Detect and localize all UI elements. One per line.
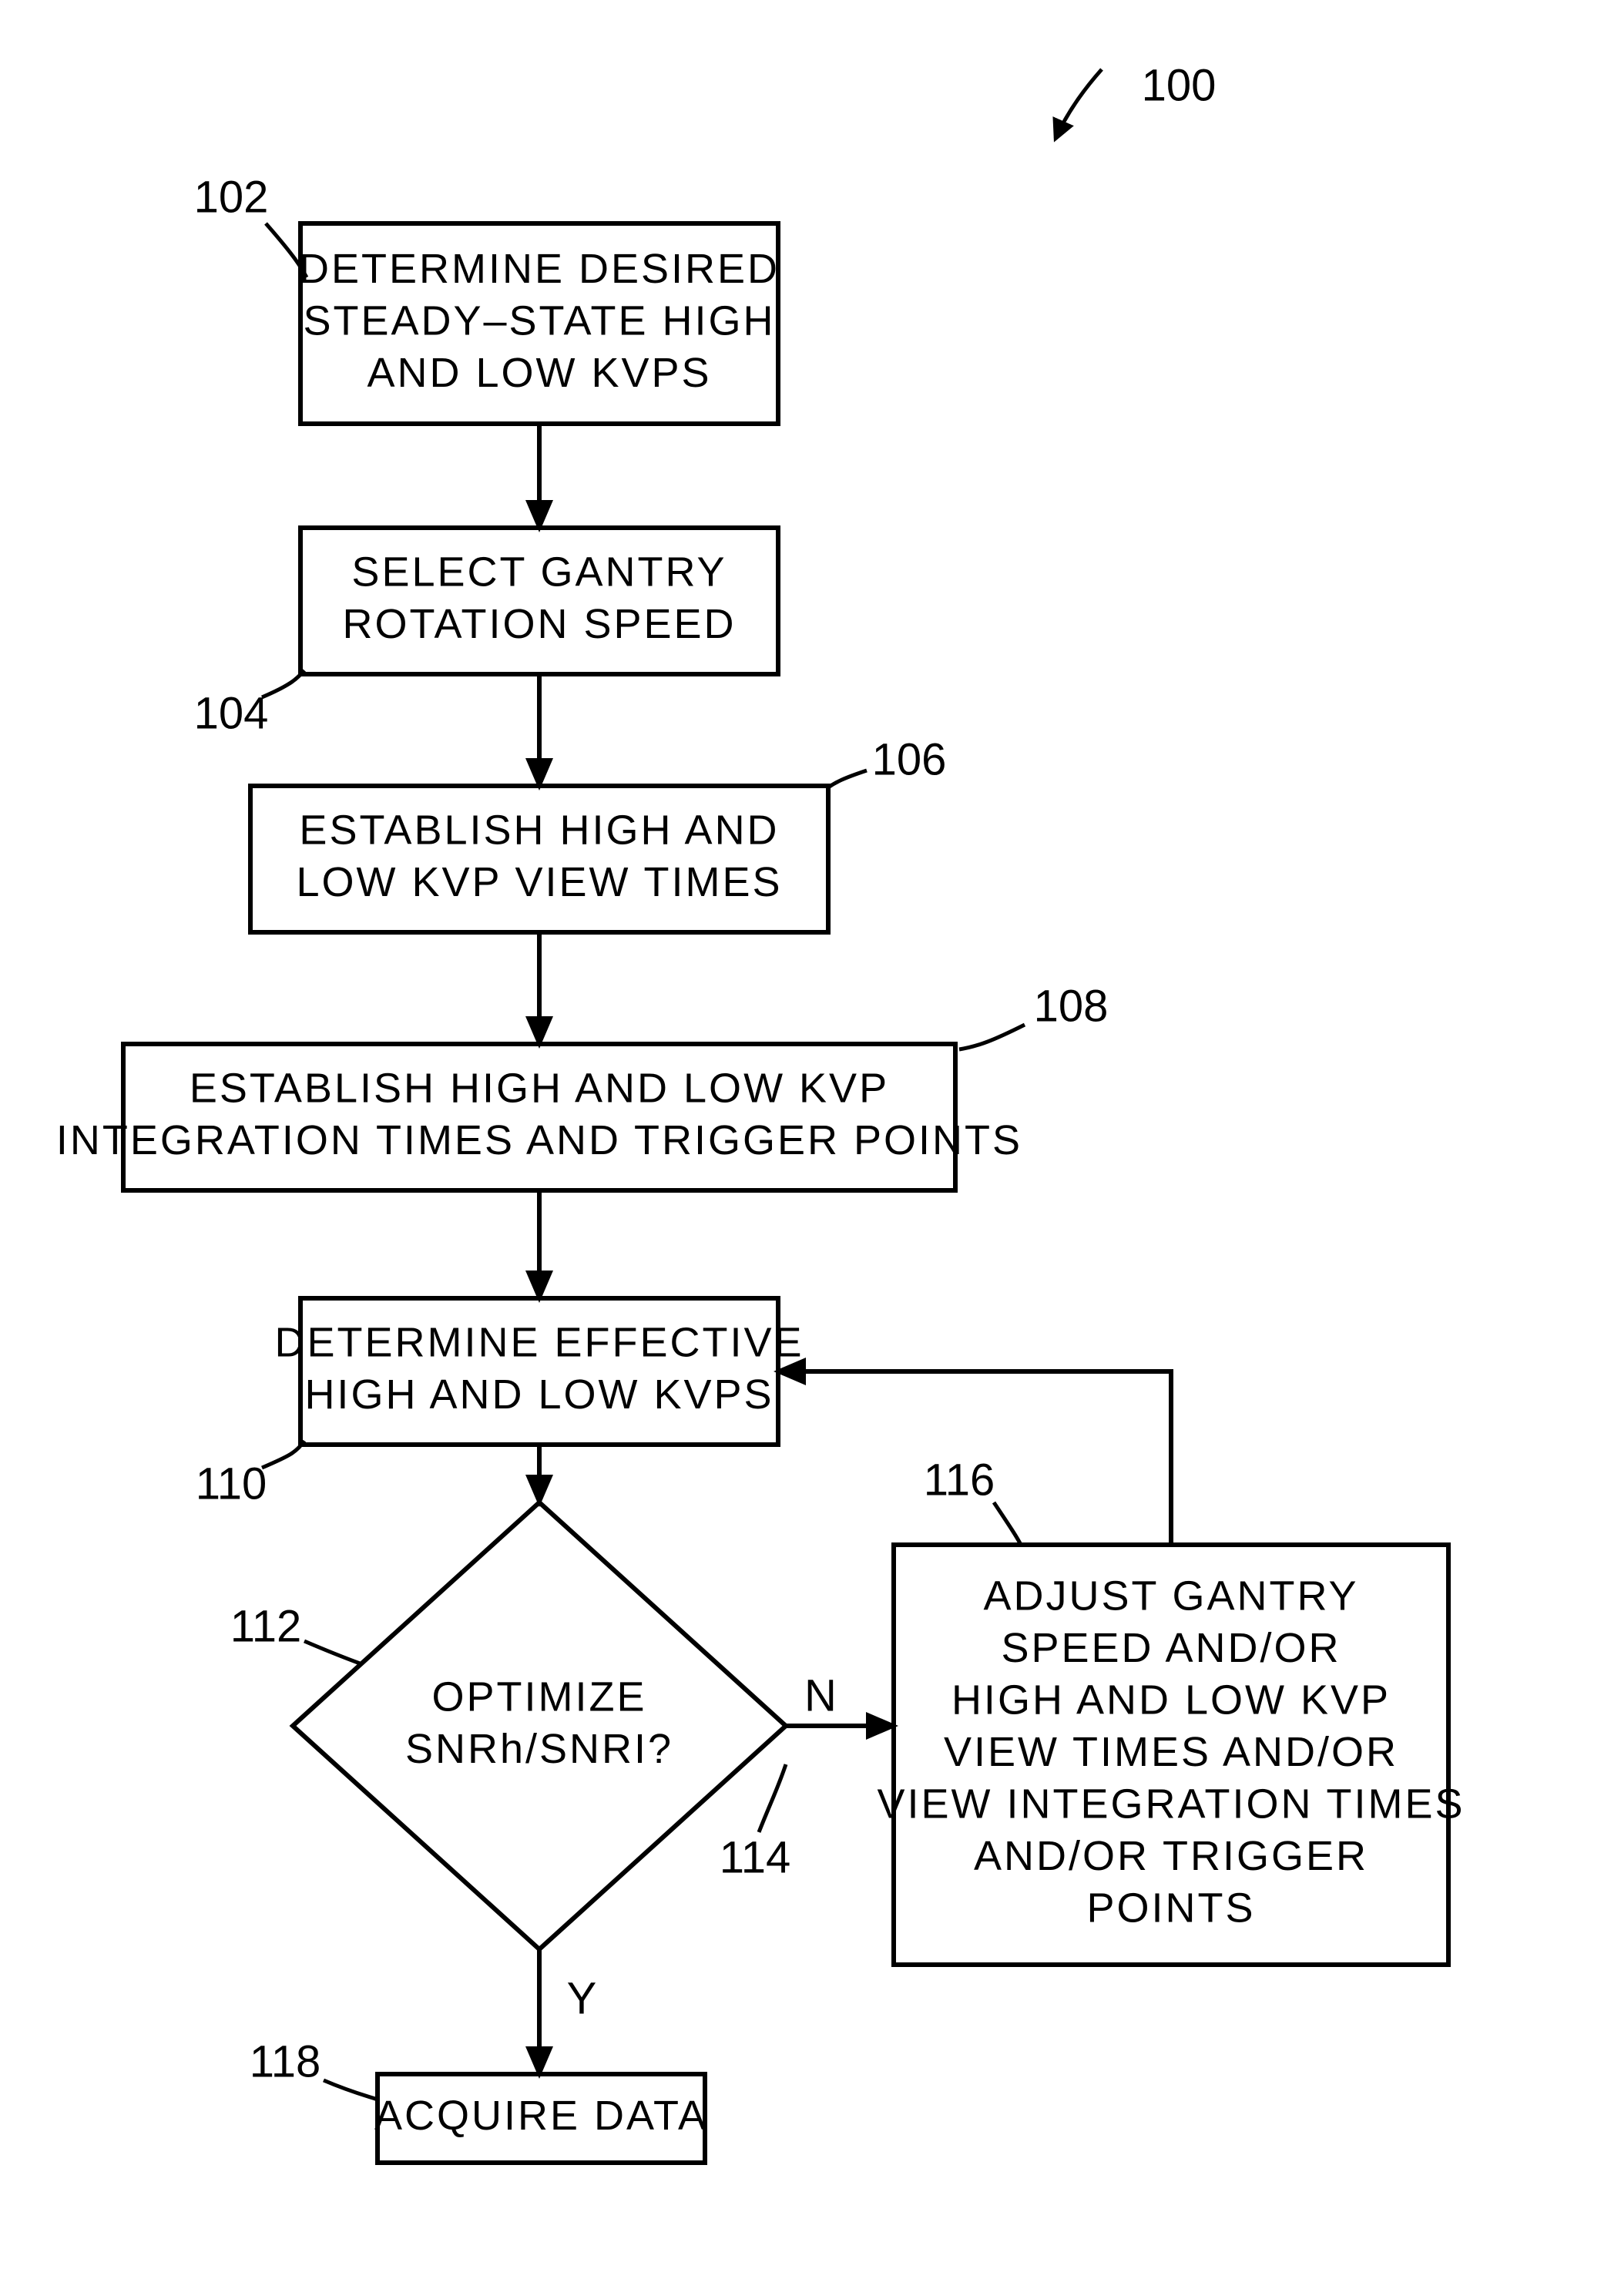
box-b118-line-0: ACQUIRE DATA bbox=[374, 2093, 708, 2139]
ref-108: 108 bbox=[1034, 981, 1109, 1031]
box-b102: DETERMINE DESIRED STEADY–STATE HIGH AND LO… bbox=[194, 172, 780, 424]
branch-Y: Y bbox=[567, 1973, 597, 2023]
ref-118: 118 bbox=[250, 2036, 321, 2086]
box-b108: ESTABLISH HIGH AND LOW KVP INTEGRATION TI… bbox=[56, 981, 1108, 1190]
ref-100: 100 bbox=[1142, 60, 1217, 110]
box-b102-line-0: DETERMINE DESIRED bbox=[299, 246, 780, 292]
box-b106-line-1: LOW KVP VIEW TIMES bbox=[296, 859, 782, 905]
ref-102: 102 bbox=[194, 172, 269, 222]
ref-110: 110 bbox=[196, 1458, 267, 1509]
branch-N: N bbox=[804, 1670, 837, 1720]
box-b108-line-1: INTEGRATION TIMES AND TRIGGER POINTS bbox=[56, 1117, 1022, 1163]
decision-line-1: SNRh/SNRI? bbox=[405, 1726, 673, 1772]
box-b108-line-0: ESTABLISH HIGH AND LOW KVP bbox=[190, 1066, 889, 1112]
box-b110-line-1: HIGH AND LOW KVPS bbox=[304, 1371, 774, 1418]
ref-106: 106 bbox=[872, 734, 947, 784]
box-b118: ACQUIRE DATA 118 bbox=[250, 2036, 708, 2163]
box-b116-line-3: VIEW TIMES AND/OR bbox=[944, 1729, 1398, 1775]
box-b116-line-0: ADJUST GANTRY bbox=[983, 1573, 1358, 1619]
box-b116-line-1: SPEED AND/OR bbox=[1001, 1625, 1341, 1671]
box-b102-line-2: AND LOW KVPS bbox=[367, 350, 711, 396]
box-b110-line-0: DETERMINE EFFECTIVE bbox=[274, 1320, 804, 1366]
box-b110: DETERMINE EFFECTIVE HIGH AND LOW KVPS 110 bbox=[196, 1298, 804, 1509]
box-b102-line-1: STEADY–STATE HIGH bbox=[303, 297, 775, 344]
ref-104: 104 bbox=[194, 688, 269, 738]
decision-112: OPTIMIZE SNRh/SNRI? 112 N Y 114 bbox=[230, 1502, 837, 2023]
ref-114: 114 bbox=[720, 1832, 790, 1882]
box-b104-line-1: ROTATION SPEED bbox=[342, 601, 736, 647]
decision-line-0: OPTIMIZE bbox=[432, 1674, 647, 1720]
box-b106: ESTABLISH HIGH AND LOW KVP VIEW TIMES 106 bbox=[250, 734, 946, 932]
ref-112: 112 bbox=[230, 1601, 301, 1651]
box-b104-line-0: SELECT GANTRY bbox=[351, 549, 727, 596]
box-b116-line-4: VIEW INTEGRATION TIMES bbox=[877, 1781, 1465, 1827]
box-b116-line-6: POINTS bbox=[1086, 1885, 1255, 1931]
box-b106-line-0: ESTABLISH HIGH AND bbox=[299, 807, 779, 854]
box-b116-line-2: HIGH AND LOW KVP bbox=[951, 1677, 1391, 1723]
box-b104: SELECT GANTRY ROTATION SPEED 104 bbox=[194, 528, 778, 738]
ref-116: 116 bbox=[924, 1455, 995, 1505]
box-b116-line-5: AND/OR TRIGGER bbox=[974, 1833, 1368, 1879]
